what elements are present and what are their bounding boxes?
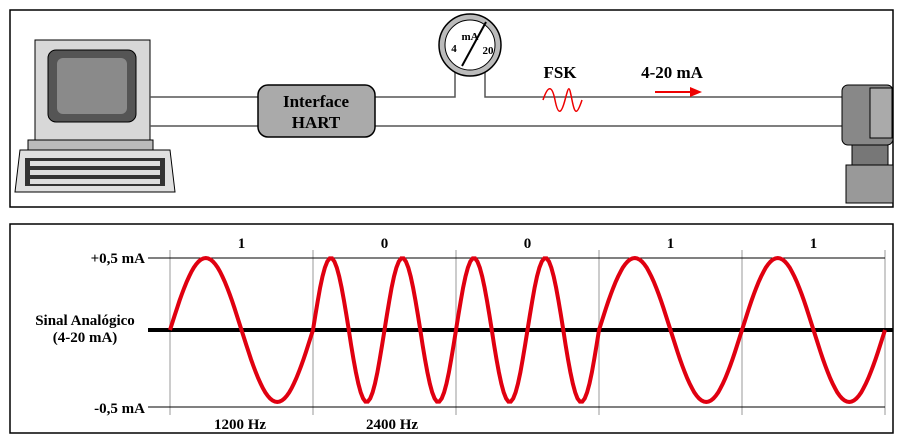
bit-label: 1 xyxy=(238,236,246,252)
analog-label: (4-20 mA) xyxy=(53,330,118,346)
fsk-wave xyxy=(542,88,583,112)
interface-box xyxy=(257,84,376,138)
transmitter xyxy=(841,84,894,204)
level-label: -0,5 mA xyxy=(94,401,145,417)
wires xyxy=(150,72,842,127)
current-arrow xyxy=(655,87,702,97)
analog-label: Sinal Analógico xyxy=(35,313,135,329)
gauge-face xyxy=(444,19,496,71)
gauge-high: 20 xyxy=(483,45,495,57)
gauge-low: 4 xyxy=(451,43,457,55)
gauge-needle xyxy=(461,21,487,67)
level-label: +0,5 mA xyxy=(91,251,146,267)
fsk-label: FSK xyxy=(543,63,577,82)
interface-label: Interface xyxy=(283,92,350,111)
bit-label: 0 xyxy=(524,236,532,252)
gauge-unit: mA xyxy=(461,31,478,43)
frequency-label: 1200 Hz xyxy=(214,417,266,433)
frequency-label: 2400 Hz xyxy=(366,417,418,433)
bit-label: 1 xyxy=(667,236,675,252)
bit-label: 1 xyxy=(810,236,818,252)
computer xyxy=(14,39,176,193)
current-label: 4-20 mA xyxy=(641,63,704,82)
fsk-waveform xyxy=(168,255,887,405)
bit-label: 0 xyxy=(381,236,389,252)
interface-label: HART xyxy=(292,113,341,132)
